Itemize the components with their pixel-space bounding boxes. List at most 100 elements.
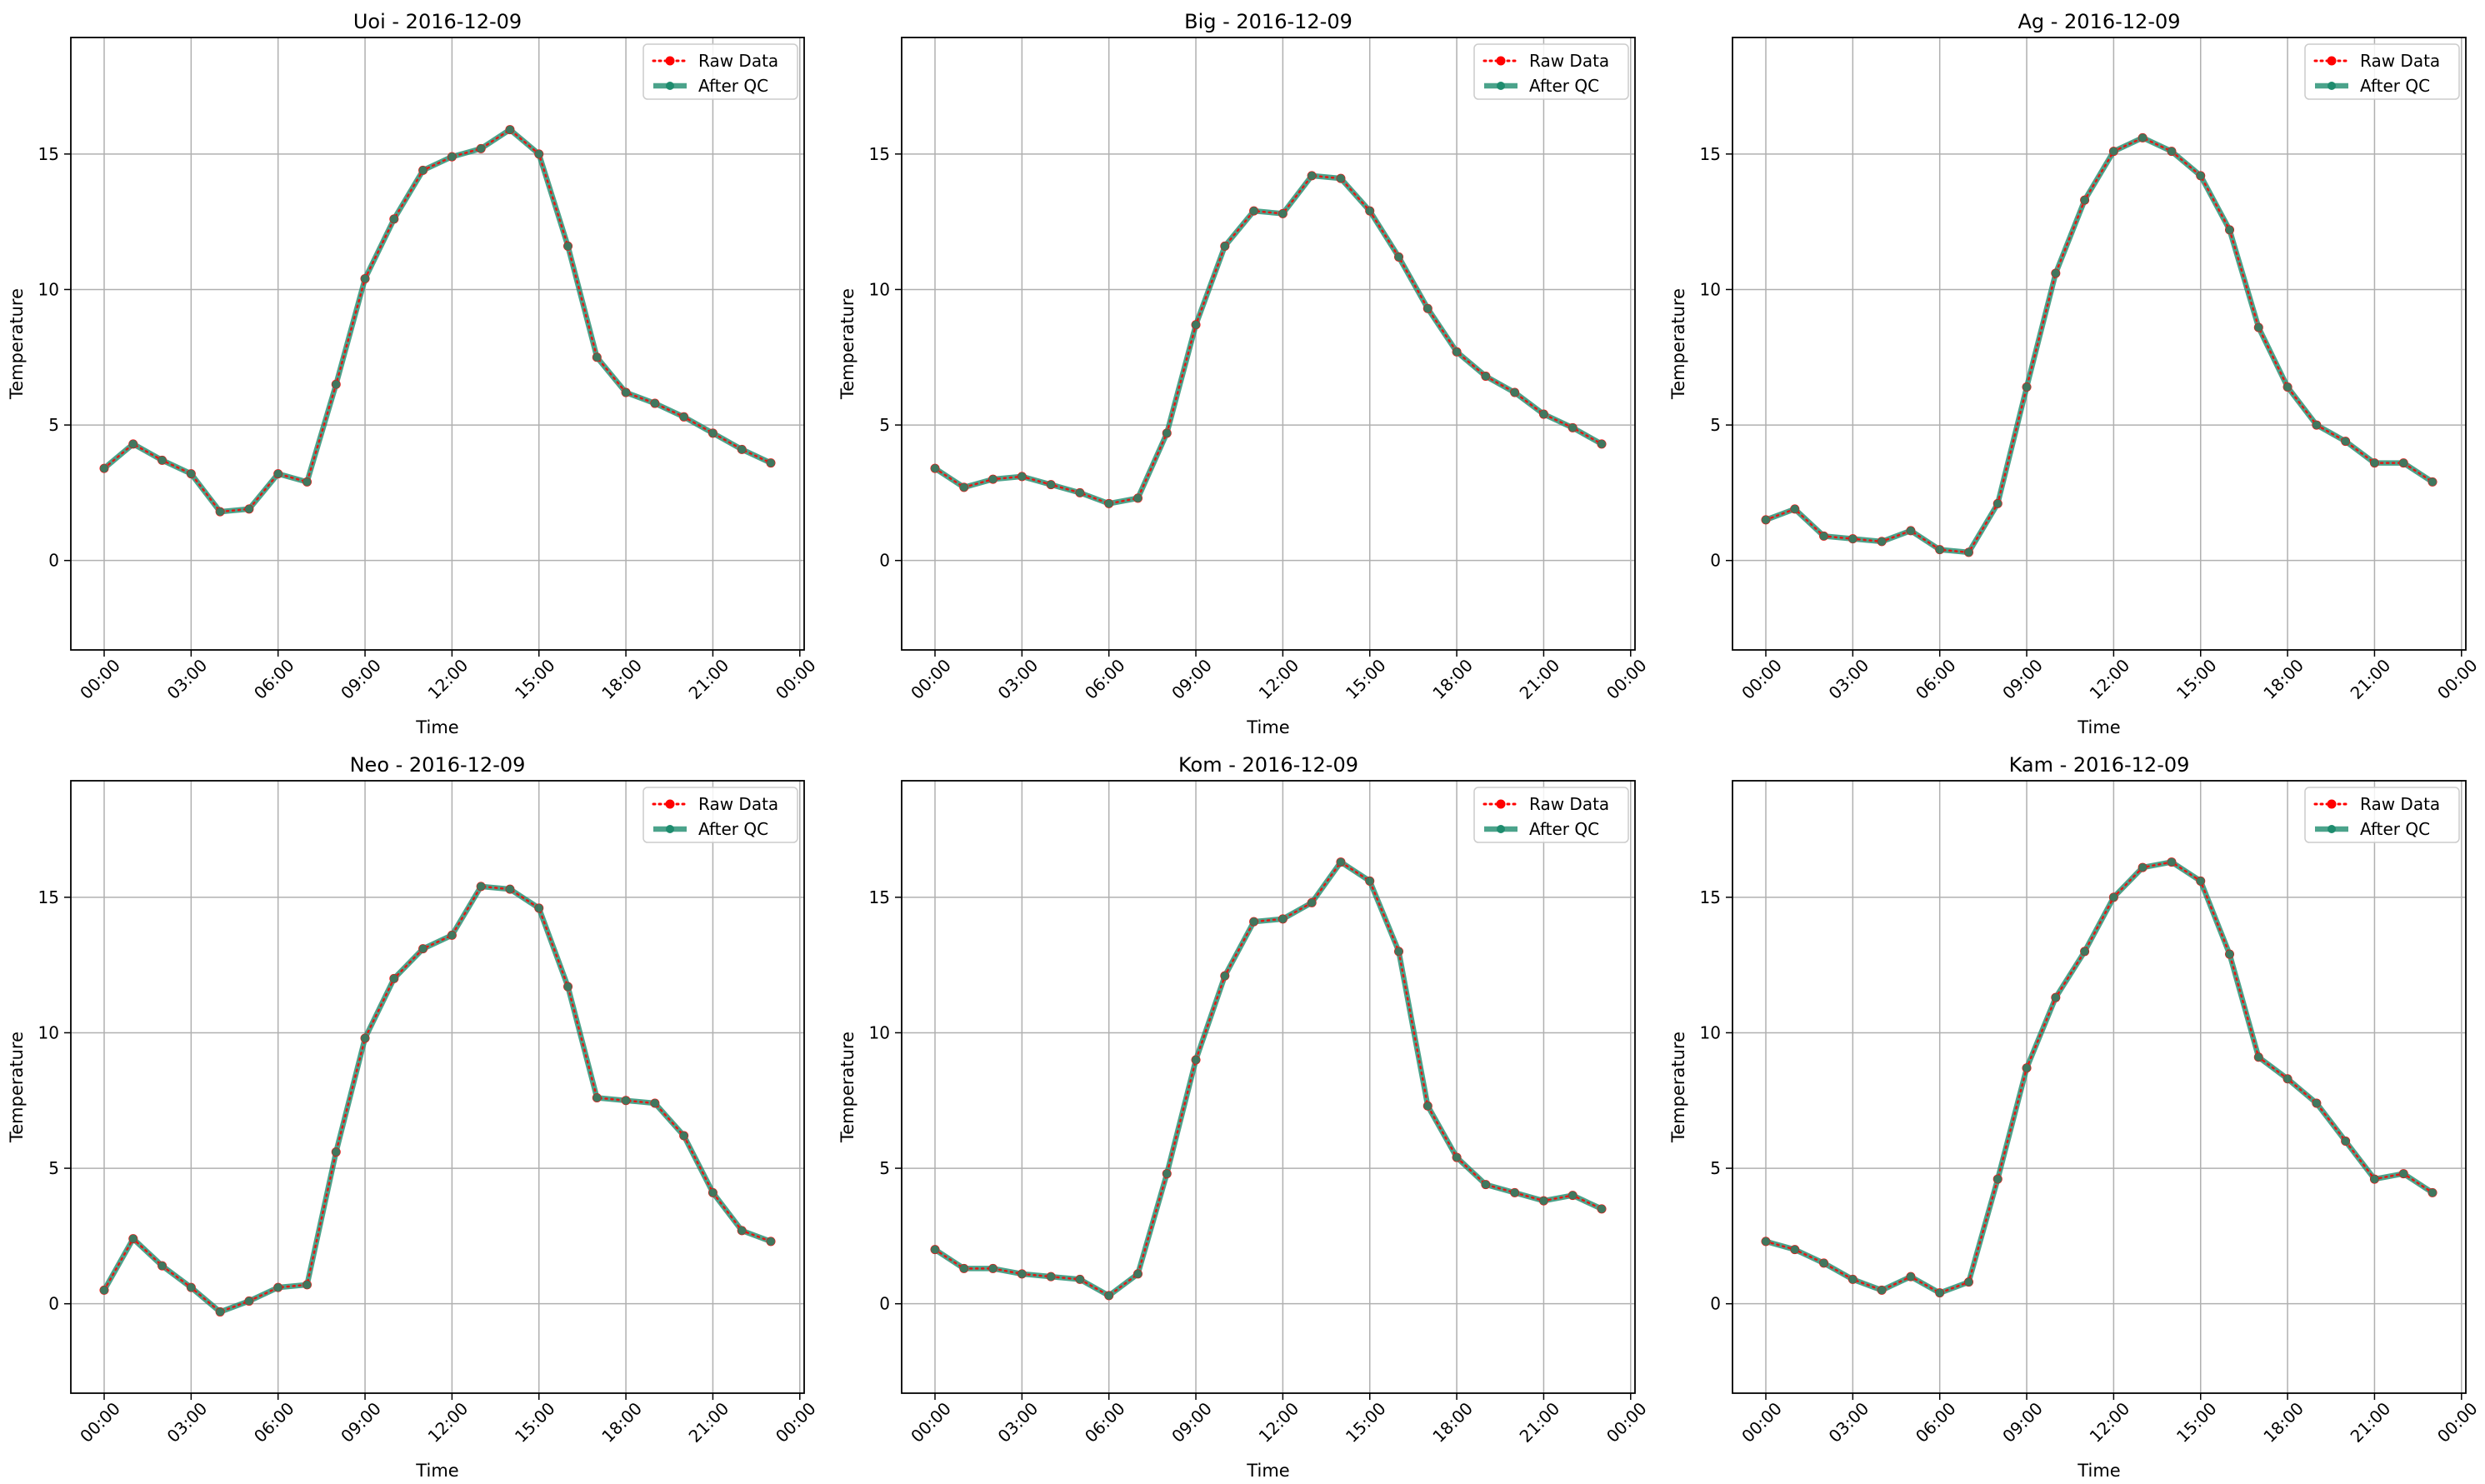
- chart-title: Neo - 2016-12-09: [350, 753, 526, 777]
- y-tick-label: 10: [1700, 279, 1721, 299]
- y-tick-label: 15: [38, 144, 59, 164]
- legend-marker-raw-data: [665, 56, 675, 66]
- axes-frame: [1732, 780, 2467, 1394]
- legend-label-raw-data: Raw Data: [698, 794, 778, 814]
- y-axis-label: Temperature: [1668, 1032, 1688, 1143]
- after-qc-point: [1308, 171, 1317, 180]
- legend-marker-after-qc: [666, 82, 674, 90]
- after-qc-point: [592, 352, 602, 362]
- y-tick-label: 5: [1710, 1158, 1721, 1178]
- after-qc-point: [1762, 515, 1770, 524]
- legend-label-raw-data: Raw Data: [1529, 794, 1609, 814]
- y-tick-label: 5: [879, 415, 890, 435]
- after-qc-point: [1249, 917, 1258, 927]
- x-axis-label: Time: [415, 1461, 458, 1481]
- after-qc-point: [2080, 947, 2089, 956]
- after-qc-point: [244, 1297, 253, 1306]
- after-qc-point: [1249, 207, 1258, 216]
- after-qc-point: [534, 903, 543, 912]
- legend: Raw Data After QC: [1473, 43, 1629, 100]
- after-qc-point: [708, 1188, 718, 1197]
- after-qc-point: [1133, 1269, 1142, 1278]
- legend-marker-after-qc: [666, 825, 674, 833]
- after-qc-point: [361, 1033, 370, 1042]
- after-qc-point: [622, 388, 631, 397]
- after-qc-point: [2196, 877, 2205, 886]
- y-tick-label: 10: [869, 1022, 890, 1042]
- x-axis-label: Time: [1246, 1461, 1289, 1481]
- after-qc-point: [448, 931, 457, 940]
- after-qc-point: [1935, 545, 1944, 554]
- after-qc-point: [1935, 1288, 1944, 1297]
- after-qc-point: [1452, 1153, 1462, 1162]
- legend-label-raw-data: Raw Data: [2360, 794, 2440, 814]
- legend-marker-after-qc: [1497, 825, 1505, 833]
- after-qc-point: [1192, 320, 1201, 329]
- after-qc-point: [100, 464, 108, 473]
- after-qc-point: [1790, 1245, 1799, 1254]
- x-axis-label: Time: [1246, 717, 1289, 737]
- after-qc-point: [1047, 1272, 1056, 1282]
- y-tick-label: 0: [1710, 1294, 1721, 1314]
- after-qc-point: [1365, 877, 1374, 886]
- after-qc-point: [1162, 428, 1172, 437]
- y-tick-label: 10: [1700, 1022, 1721, 1042]
- y-tick-label: 10: [38, 1022, 59, 1042]
- after-qc-point: [2167, 857, 2176, 867]
- after-qc-point: [1336, 174, 1345, 183]
- y-tick-label: 5: [879, 1158, 890, 1178]
- after-qc-point: [1308, 898, 1317, 907]
- after-qc-point: [2051, 268, 2060, 277]
- after-qc-point: [1964, 1277, 1973, 1287]
- after-qc-point: [1394, 252, 1403, 262]
- after-qc-point: [738, 445, 747, 454]
- legend: Raw Data After QC: [1473, 787, 1629, 843]
- after-qc-point: [738, 1226, 747, 1235]
- after-qc-point: [2109, 147, 2118, 156]
- after-qc-point: [1993, 1175, 2002, 1184]
- after-qc-point: [1047, 480, 1056, 489]
- after-qc-point: [1162, 1169, 1172, 1178]
- after-qc-point: [1336, 857, 1345, 867]
- after-qc-point: [187, 1283, 196, 1292]
- y-axis-label: Temperature: [838, 288, 858, 400]
- after-qc-point: [679, 412, 688, 422]
- after-qc-point: [2399, 458, 2408, 467]
- legend-label-raw-data: Raw Data: [1529, 51, 1609, 71]
- y-axis-label: Temperature: [838, 1032, 858, 1143]
- after-qc-point: [1278, 914, 1288, 923]
- after-qc-point: [2138, 863, 2148, 872]
- after-qc-point: [931, 464, 939, 473]
- after-qc-point: [1539, 1197, 1548, 1206]
- after-qc-point: [1133, 493, 1142, 502]
- after-qc-point: [216, 1307, 225, 1317]
- legend-marker-raw-data: [2327, 799, 2337, 809]
- after-qc-point: [2225, 225, 2234, 234]
- chart-title: Big - 2016-12-09: [1184, 10, 1352, 33]
- after-qc-point: [389, 974, 398, 983]
- after-qc-point: [1220, 972, 1229, 981]
- chart-title: Uoi - 2016-12-09: [353, 10, 522, 33]
- legend: Raw Data After QC: [642, 787, 798, 843]
- series-raw-data-line: [102, 885, 772, 1313]
- after-qc-point: [1018, 1269, 1027, 1278]
- legend-label-after-qc: After QC: [2360, 76, 2430, 96]
- after-qc-point: [2051, 993, 2060, 1002]
- y-tick-label: 15: [869, 144, 890, 164]
- after-qc-point: [679, 1132, 688, 1141]
- after-qc-point: [1510, 1188, 1519, 1197]
- after-qc-point: [1819, 1258, 1828, 1267]
- after-qc-point: [622, 1096, 631, 1105]
- after-qc-point: [477, 882, 486, 891]
- legend-marker-after-qc: [1497, 82, 1505, 90]
- after-qc-point: [2370, 458, 2379, 467]
- chart-title: Ag - 2016-12-09: [2018, 10, 2180, 33]
- y-tick-label: 15: [1700, 887, 1721, 907]
- y-tick-label: 0: [879, 551, 890, 571]
- legend: Raw Data After QC: [642, 43, 798, 100]
- legend-label-after-qc: After QC: [2360, 819, 2430, 839]
- after-qc-point: [1598, 439, 1606, 448]
- chart-title: Kom - 2016-12-09: [1178, 753, 1358, 777]
- legend-label-raw-data: Raw Data: [698, 51, 778, 71]
